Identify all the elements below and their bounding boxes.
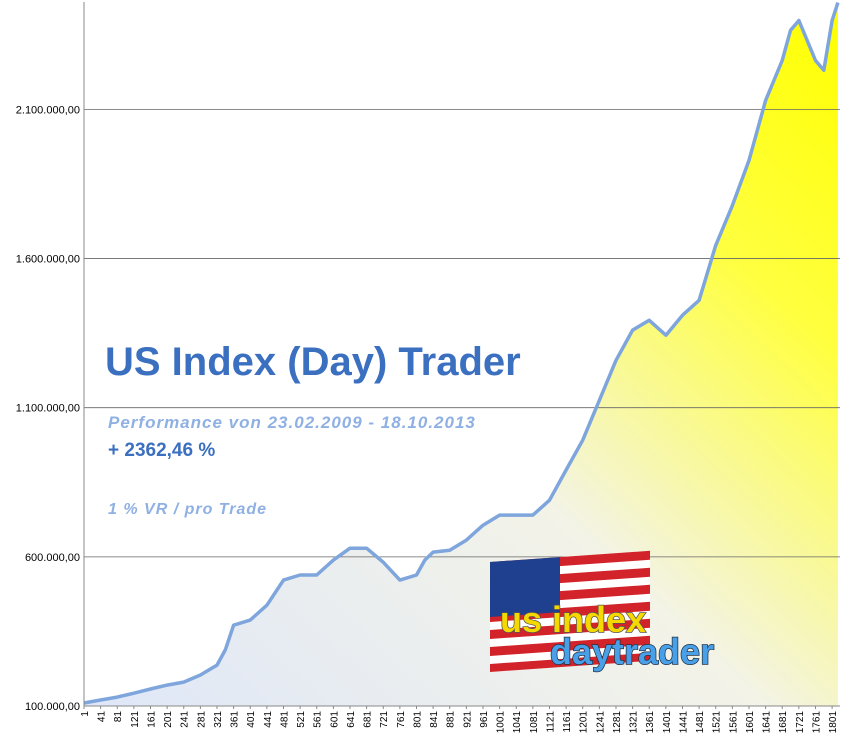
x-tick-label: 1441 bbox=[678, 711, 689, 734]
x-tick-label: 81 bbox=[113, 711, 124, 723]
x-tick-label: 721 bbox=[379, 711, 390, 728]
x-tick-label: 361 bbox=[230, 711, 241, 728]
x-tick-label: 1601 bbox=[745, 711, 756, 734]
y-tick-label: 1.100.000,00 bbox=[16, 403, 80, 415]
chart-title: US Index (Day) Trader bbox=[105, 340, 521, 384]
x-tick-label: 241 bbox=[180, 711, 191, 728]
x-tick-label: 281 bbox=[196, 711, 207, 728]
x-tick-label: 881 bbox=[446, 711, 457, 728]
x-tick-label: 1761 bbox=[811, 711, 822, 734]
x-tick-label: 1201 bbox=[579, 711, 590, 734]
x-tick-label: 1081 bbox=[529, 711, 540, 734]
logo bbox=[490, 550, 650, 672]
x-tick-label: 1801 bbox=[828, 711, 839, 734]
x-tick-label: 1281 bbox=[612, 711, 623, 734]
y-tick-label: 100.000,00 bbox=[25, 701, 80, 713]
x-tick-label: 1721 bbox=[795, 711, 806, 734]
x-tick-label: 481 bbox=[279, 711, 290, 728]
flag-stripe bbox=[490, 618, 650, 639]
x-tick-label: 1521 bbox=[712, 711, 723, 734]
x-tick-label: 1561 bbox=[728, 711, 739, 734]
flag-stripe bbox=[490, 652, 650, 672]
flag-stripe bbox=[490, 601, 650, 622]
x-tick-label: 1041 bbox=[512, 711, 523, 734]
x-tick-label: 601 bbox=[329, 711, 340, 728]
flag-stripe bbox=[490, 635, 650, 656]
x-tick-label: 1001 bbox=[496, 711, 507, 734]
area bbox=[84, 2, 838, 707]
x-tick-label: 121 bbox=[130, 711, 141, 728]
x-tick-label: 401 bbox=[246, 711, 257, 728]
y-tick-label: 2.100.000,00 bbox=[16, 104, 80, 116]
x-tick-label: 1681 bbox=[778, 711, 789, 734]
x-tick-label: 521 bbox=[296, 711, 307, 728]
x-tick-label: 1641 bbox=[762, 711, 773, 734]
x-tick-label: 641 bbox=[346, 711, 357, 728]
x-tick-label: 321 bbox=[213, 711, 224, 728]
x-tick-label: 1161 bbox=[562, 711, 573, 733]
x-tick-label: 1 bbox=[80, 711, 91, 717]
x-tick-label: 1321 bbox=[629, 711, 640, 734]
x-tick-label: 681 bbox=[363, 711, 374, 728]
x-tick-label: 921 bbox=[462, 711, 473, 728]
x-tick-label: 761 bbox=[396, 711, 407, 728]
x-tick-label: 441 bbox=[263, 711, 274, 728]
x-tick-label: 961 bbox=[479, 711, 490, 728]
line bbox=[83, 2, 840, 705]
x-tick-label: 1241 bbox=[595, 711, 606, 734]
x-tick-label: 161 bbox=[146, 711, 157, 728]
chart-subtitle: Performance von 23.02.2009 - 18.10.2013 bbox=[108, 413, 476, 432]
logo-text: daytrader bbox=[550, 631, 714, 672]
y-tick-label: 1.600.000,00 bbox=[16, 254, 80, 266]
x-tick-label: 1401 bbox=[662, 711, 673, 734]
y-tick-label: 600.000,00 bbox=[25, 552, 80, 564]
x-tick-label: 1361 bbox=[645, 711, 656, 734]
x-tick-label: 841 bbox=[429, 711, 440, 728]
x-tick-label: 201 bbox=[163, 711, 174, 728]
annotation: 1 % VR / pro Trade bbox=[108, 501, 267, 518]
annotation: + 2362,46 % bbox=[108, 440, 215, 461]
x-tick-label: 801 bbox=[412, 711, 423, 728]
x-tick-label: 561 bbox=[313, 711, 324, 728]
x-tick-label: 41 bbox=[97, 711, 108, 723]
logo-text: us index bbox=[500, 599, 646, 640]
x-tick-label: 1121 bbox=[545, 711, 556, 733]
flag-canton bbox=[490, 557, 560, 617]
x-tick-label: 1481 bbox=[695, 711, 706, 734]
